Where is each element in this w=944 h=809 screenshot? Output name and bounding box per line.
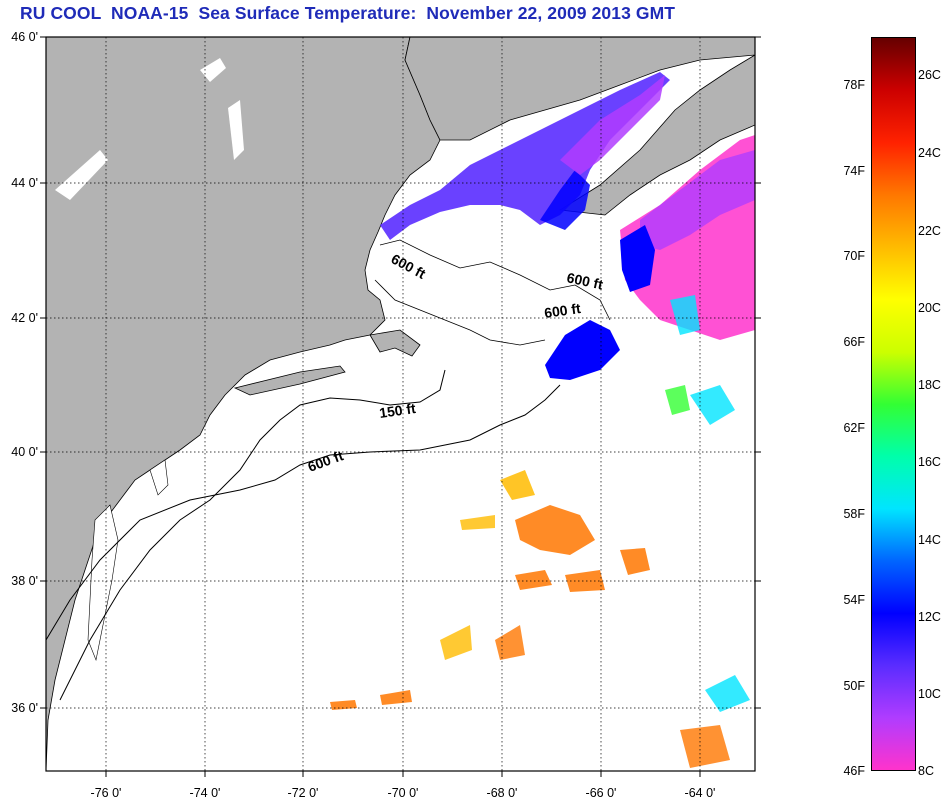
lon-label: -76 0' bbox=[90, 786, 122, 800]
sst-patch-warm bbox=[680, 725, 730, 768]
colorbar-label-f: 54F bbox=[843, 593, 865, 607]
colorbar-label-c: 12C bbox=[918, 610, 941, 624]
sst-patch-warm bbox=[460, 515, 495, 530]
sst-patch-green bbox=[705, 675, 750, 712]
sst-patch-warm bbox=[620, 548, 650, 575]
lat-label: 42 0' bbox=[11, 311, 38, 325]
lake bbox=[55, 150, 108, 200]
contour-gulf-maine bbox=[379, 239, 611, 321]
sst-patch-cyan bbox=[690, 385, 735, 425]
colorbar-label-c: 16C bbox=[918, 455, 941, 469]
sst-patch-cold bbox=[380, 72, 670, 240]
sst-patch-warm bbox=[380, 690, 412, 705]
colorbar-label-f: 70F bbox=[843, 249, 865, 263]
colorbar-label-c: 22C bbox=[918, 224, 941, 238]
depth-label: 600 ft bbox=[565, 269, 604, 292]
sst-patch-cold bbox=[540, 170, 590, 230]
land-mainland bbox=[46, 37, 441, 771]
colorbar-label-f: 46F bbox=[843, 764, 865, 778]
sst-patch-warm bbox=[565, 570, 605, 592]
sst-patch-cold bbox=[560, 75, 665, 175]
colorbar-label-c: 20C bbox=[918, 301, 941, 315]
temperature-colorbar bbox=[871, 37, 916, 771]
sst-patch-warm bbox=[515, 570, 552, 590]
sst-patch-warm bbox=[500, 470, 535, 500]
colorbar-label-c: 18C bbox=[918, 378, 941, 392]
sst-patch-purple bbox=[640, 150, 755, 250]
land-long-island bbox=[233, 365, 346, 396]
sst-patch-warm bbox=[330, 700, 357, 710]
lon-label: -68 0' bbox=[486, 786, 518, 800]
sst-patch-warm bbox=[495, 625, 525, 660]
colorbar-label-f: 74F bbox=[843, 164, 865, 178]
colorbar-label-f: 78F bbox=[843, 78, 865, 92]
colorbar-label-c: 14C bbox=[918, 533, 941, 547]
sst-patch-blue bbox=[620, 225, 655, 292]
sst-patch-warm bbox=[515, 505, 595, 555]
lon-label: -74 0' bbox=[189, 786, 221, 800]
land-cape-cod bbox=[369, 329, 421, 357]
lake bbox=[228, 100, 244, 160]
map-title: RU COOL NOAA-15 Sea Surface Temperature:… bbox=[20, 3, 676, 23]
delaware-bay bbox=[149, 459, 169, 496]
lat-label: 44 0' bbox=[11, 176, 38, 190]
colorbar-label-c: 10C bbox=[918, 687, 941, 701]
lon-label: -70 0' bbox=[387, 786, 419, 800]
lon-label: -64 0' bbox=[684, 786, 716, 800]
tick-marks bbox=[40, 36, 761, 777]
map-frame bbox=[45, 36, 756, 772]
depth-label: 150 ft bbox=[378, 400, 417, 421]
lat-label: 38 0' bbox=[11, 574, 38, 588]
lake bbox=[200, 58, 226, 82]
contour-gulf-maine-inner bbox=[374, 279, 546, 346]
land-nova-scotia bbox=[558, 54, 755, 216]
colorbar-label-f: 58F bbox=[843, 507, 865, 521]
colorbar-label-c: 24C bbox=[918, 146, 941, 160]
colorbar-label-c: 26C bbox=[918, 68, 941, 82]
lat-label: 40 0' bbox=[11, 445, 38, 459]
colorbar-label-f: 62F bbox=[843, 421, 865, 435]
chesapeake-bay bbox=[87, 504, 119, 662]
colorbar-label-f: 50F bbox=[843, 679, 865, 693]
lat-label: 36 0' bbox=[11, 701, 38, 715]
lon-label: -66 0' bbox=[585, 786, 617, 800]
sst-patch-green bbox=[665, 385, 690, 415]
depth-label: 600 ft bbox=[543, 300, 582, 321]
lon-label: -72 0' bbox=[287, 786, 319, 800]
colorbar-label-c: 8C bbox=[918, 764, 934, 778]
sst-patch-cyan bbox=[670, 295, 700, 335]
colorbar-label-f: 66F bbox=[843, 335, 865, 349]
sst-patch-warm bbox=[440, 625, 472, 660]
land-new-brunswick bbox=[404, 37, 755, 141]
contour-150ft bbox=[59, 369, 446, 701]
lat-label: 46 0' bbox=[11, 30, 38, 44]
contour-600ft-outer bbox=[46, 384, 561, 641]
